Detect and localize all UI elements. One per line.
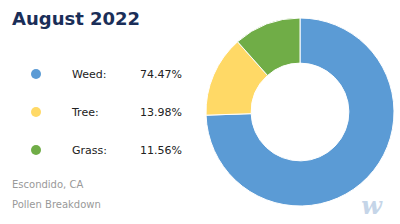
legend-value: 74.47% (140, 68, 182, 81)
slice (238, 18, 300, 75)
donut (206, 18, 394, 206)
legend-value: 13.98% (140, 106, 182, 119)
subtitle: Pollen Breakdown (12, 199, 101, 210)
legend-item: Weed: 74.47% (31, 68, 182, 81)
slice (206, 18, 394, 206)
legend-swatch (31, 107, 41, 117)
legend-label: Weed: (72, 68, 106, 81)
legend-value: 11.56% (140, 144, 182, 157)
watermark: w (361, 191, 383, 220)
title: August 2022 (12, 8, 140, 29)
legend-swatch (31, 145, 41, 155)
legend-label: Grass: (72, 144, 107, 157)
subtitle: Escondido, CA (12, 179, 83, 190)
legend-item: Grass: 11.56% (31, 144, 182, 157)
legend: Weed: 74.47% Tree: 13.98% Grass: 11.56% (31, 68, 182, 157)
chart: August 2022 Weed: 74.47% Tree: 13.98% Grass: 1… (0, 0, 400, 224)
legend-label: Tree: (71, 106, 99, 119)
legend-item: Tree: 13.98% (31, 106, 182, 119)
legend-swatch (31, 69, 41, 79)
